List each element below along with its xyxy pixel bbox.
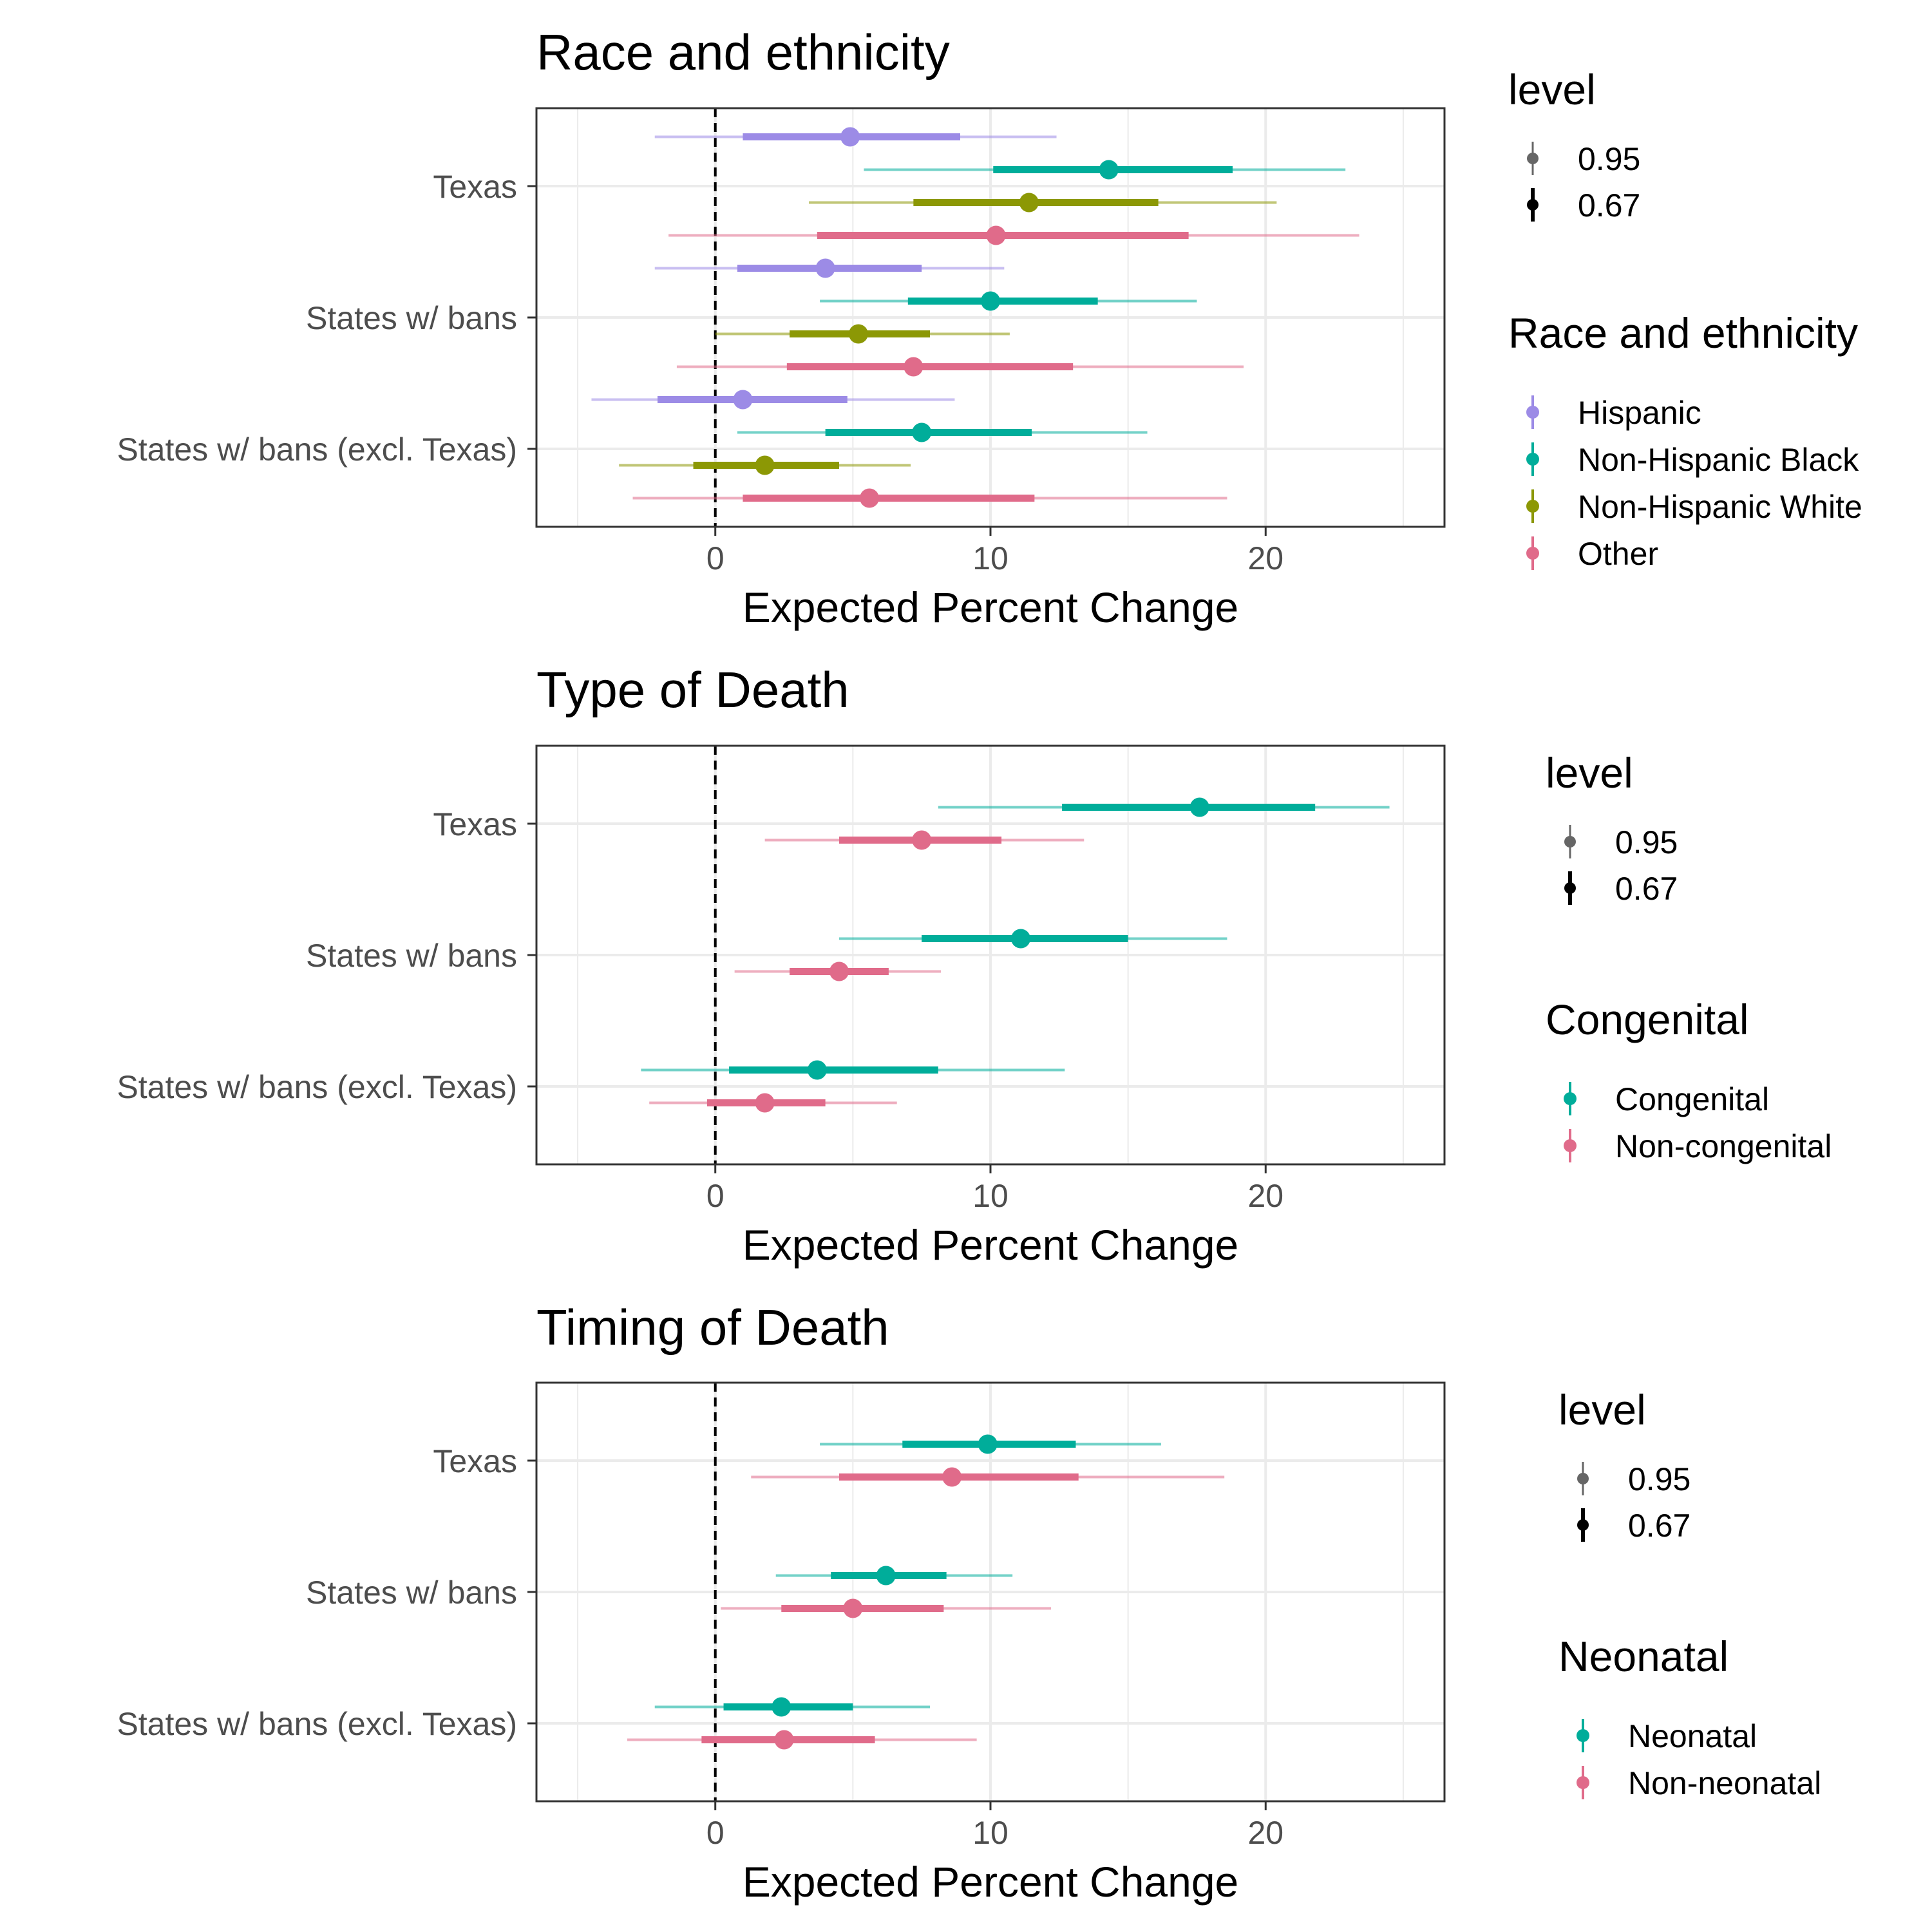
x-tick-label: 0 [706,540,724,576]
estimate-point [733,390,753,410]
estimate-point [986,225,1006,245]
x-tick-label: 20 [1247,1815,1283,1851]
x-tick-label: 0 [706,1815,724,1851]
x-axis-label: Expected Percent Change [743,1858,1239,1906]
legend-label-group: Neonatal [1628,1718,1757,1754]
y-tick-label: States w/ bans [306,938,517,974]
x-tick-label: 10 [972,540,1009,576]
legend-label-level: 0.95 [1578,141,1640,177]
estimate-point [876,1566,896,1586]
legend-key-point [1527,199,1539,211]
estimate-point [912,422,932,442]
y-tick-label: Texas [433,169,517,205]
chart-title: Type of Death [536,661,849,718]
chart-title: Race and ethnicity [536,24,950,80]
y-tick-label: States w/ bans (excl. Texas) [117,1706,517,1742]
legend-label-level: 0.67 [1578,187,1640,223]
legend-label-group: Congenital [1615,1081,1769,1117]
legend-label-level: 0.67 [1628,1508,1690,1544]
legend-label-level: 0.95 [1615,824,1678,860]
legend-label-level: 0.67 [1615,871,1678,907]
estimate-point [912,830,932,850]
legend-title-level: level [1558,1386,1646,1434]
legend: level 0.95 0.67 Race and ethnicity Hispanic N… [1508,66,1862,572]
legend-key-point [1564,836,1576,848]
estimate-point [1099,160,1119,180]
estimate-point [981,291,1000,311]
y-tick-label: Texas [433,806,517,842]
chart-panel-0: Race and ethnicity Texas States w/ bans Sta… [117,24,1862,631]
y-tick-label: Texas [433,1443,517,1479]
estimate-point [815,258,835,278]
legend-label-group: Non-Hispanic Black [1578,442,1859,478]
legend-title-group: Neonatal [1558,1633,1728,1680]
legend-key-point [1564,882,1576,894]
legend-label-group: Non-congenital [1615,1128,1832,1164]
legend-key-point [1577,1776,1589,1789]
estimate-point [1019,193,1039,213]
estimate-point [843,1598,863,1618]
y-tick-label: States w/ bans (excl. Texas) [117,1069,517,1105]
y-tick-label: States w/ bans [306,1575,517,1611]
legend-title-level: level [1546,749,1633,797]
estimate-point [829,961,849,981]
x-tick-label: 10 [972,1815,1009,1851]
x-axis-label: Expected Percent Change [743,583,1239,631]
estimate-point [942,1467,962,1487]
legend-key-point [1526,500,1539,513]
legend-key-point [1577,1473,1589,1484]
estimate-point [978,1434,998,1454]
legend-key-point [1526,453,1539,466]
estimate-point [772,1697,791,1717]
legend-key-point [1577,1729,1589,1742]
legend-key-point [1564,1139,1577,1152]
legend-label-level: 0.95 [1628,1461,1690,1497]
legend-label-group: Other [1578,536,1658,572]
chart-title: Timing of Death [536,1299,889,1356]
estimate-point [840,127,860,147]
legend-title-level: level [1508,66,1596,113]
x-tick-label: 0 [706,1178,724,1214]
chart-panel-1: Type of Death Texas States w/ bans States w… [117,661,1832,1269]
estimate-point [755,1093,775,1113]
legend-title-group: Congenital [1546,996,1749,1043]
x-tick-label: 10 [972,1178,1009,1214]
estimate-point [1011,929,1030,949]
estimate-point [755,455,775,475]
legend-key-point [1526,406,1539,419]
chart-panel-2: Timing of Death Texas States w/ bans States… [117,1299,1821,1906]
legend-key-point [1526,547,1539,560]
legend-title-group: Race and ethnicity [1508,309,1858,357]
x-tick-label: 20 [1247,1178,1283,1214]
x-tick-label: 20 [1247,540,1283,576]
y-tick-label: States w/ bans (excl. Texas) [117,431,517,468]
estimate-point [807,1060,827,1080]
estimate-point [904,357,923,377]
legend-key-point [1527,153,1539,164]
x-axis-label: Expected Percent Change [743,1221,1239,1269]
legend-key-point [1577,1519,1589,1531]
estimate-point [848,324,868,344]
legend-key-point [1564,1092,1577,1105]
legend: level 0.95 0.67 Congenital Congenital Non-con… [1546,749,1832,1164]
estimate-point [860,488,879,508]
legend-label-group: Non-neonatal [1628,1765,1821,1801]
estimate-point [1189,797,1209,817]
legend-label-group: Non-Hispanic White [1578,489,1862,525]
estimate-point [774,1730,794,1750]
y-tick-label: States w/ bans [306,300,517,336]
legend: level 0.95 0.67 Neonatal Neonatal Non-neonata… [1558,1386,1821,1801]
legend-label-group: Hispanic [1578,395,1701,431]
